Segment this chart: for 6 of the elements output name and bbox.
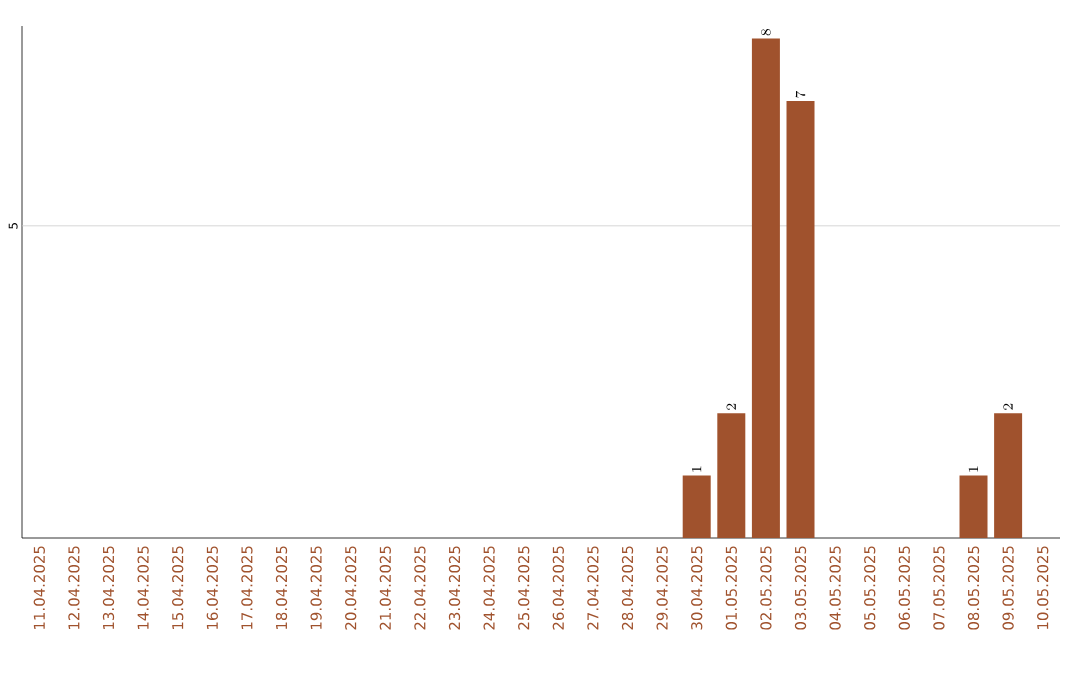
bar [751, 38, 780, 538]
bar [959, 475, 988, 538]
bar [717, 413, 746, 538]
bar [682, 475, 711, 538]
bar [994, 413, 1023, 538]
bar [786, 100, 815, 538]
